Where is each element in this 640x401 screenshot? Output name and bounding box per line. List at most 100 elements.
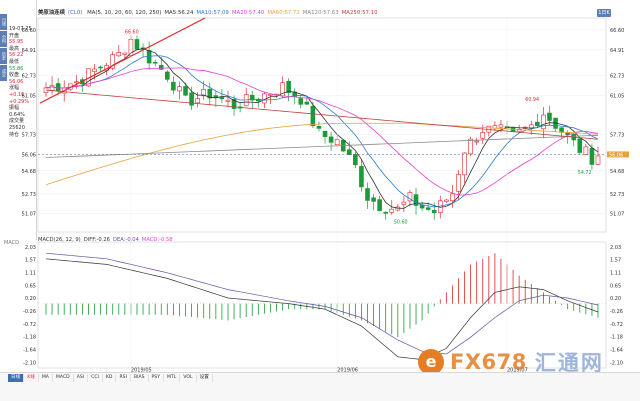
candle-body [583,146,589,156]
macd-tick-label-left: -0.26 [23,309,36,315]
chart-header: 美原油连续 (CL0) MA(5, 10, 20, 60, 120, 250) MA… [38,8,384,16]
candle-body [268,94,273,96]
macd-panel-frame [37,241,607,369]
macd-value: MACD:-0.58 [141,237,173,243]
info-label: 最高 [9,45,20,52]
ma60-line [45,122,599,186]
candle-body [480,132,486,139]
price-tick-label: 57.73 [610,133,624,139]
info-panel: 日线 分时 历史 成交 19-07-25 开盘 55.95 最高 56.22 最低 55.… [0,0,37,240]
info-row: 振幅 0.64% [9,105,36,118]
period-button[interactable]: 1日K [597,9,611,17]
indicator-tab[interactable]: MACD [53,374,74,382]
current-price-tag: 56.06 [609,152,623,158]
info-value: 0.64% [9,111,25,118]
side-tab-2[interactable]: 分时 [0,31,7,47]
candle-body [425,207,431,210]
macd-tick-label-left: -1.64 [23,348,36,354]
price-tick-label-left: 61.05 [22,93,36,99]
indicator-tab[interactable]: PSY [149,374,165,382]
macd-tick-label: -1.18 [610,335,623,341]
ma250-line [45,89,599,140]
candle-body [474,140,479,143]
macd-tick-label: -2.10 [610,360,623,366]
side-tab-1[interactable]: 日线 [0,14,7,30]
indicator-tab-bar: 日线 K线 MA MACD ASI CCI KD RSI BIAS PSY MTL VOL 设置 [0,372,640,401]
instrument-title: 美原油连续 [38,10,65,16]
candle-body [171,81,176,91]
ma120-line [45,134,599,158]
indicator-tab[interactable]: MA [39,374,53,382]
candle-body [286,80,291,93]
indicator-tab[interactable]: CCI [88,374,103,382]
macd-header: MACD(26, 12, 9) DIFF:-0.26 DEA:-0.04 MACD:-… [38,237,179,243]
indicator-tab[interactable]: ASI [74,374,89,382]
macd-tick-label: -1.64 [610,348,623,354]
indicator-tab[interactable]: BIAS [131,374,149,382]
price-panel-frame [37,17,607,233]
ma-value: MA60:57.72 [267,10,300,16]
macd-tick-label-left: 0.65 [25,283,36,289]
indicator-tab[interactable]: 日线 [8,374,25,382]
candle-body [401,201,407,205]
price-tick-label-left: 64.91 [22,48,36,54]
side-tabs: 日线 分时 历史 成交 [0,14,7,82]
candle-body [74,81,79,84]
candle-body [431,209,437,214]
indicator-tab[interactable]: VOL [180,374,197,382]
candle-body [456,174,461,192]
price-tick-label: 54.68 [610,169,624,175]
info-value: +0.29% [9,98,30,105]
price-tick-label: 52.73 [610,192,624,198]
info-label: 涨幅 [9,85,20,92]
indicator-tab[interactable]: K线 [24,374,39,382]
ma20-line [45,67,599,196]
candle-body [177,86,182,92]
ma-value: MA250:57.10 [341,10,378,16]
side-tab-4[interactable]: 成交 [0,65,7,81]
low-right-annotation: 54.72 [578,170,592,176]
price-tick-label-left: 51.07 [22,211,36,217]
candle-body [595,155,601,165]
candle-body [195,98,200,104]
macd-diff-line [45,258,599,360]
indicator-tab[interactable]: KD [103,374,117,382]
candle-body [310,105,316,127]
info-value: 55.86 [9,65,24,72]
price-tick-label: 51.07 [610,211,624,217]
info-date: 19-07-25 [9,26,32,32]
price-tick-label: 61.05 [610,93,624,99]
indicator-tab[interactable]: 设置 [197,374,213,382]
candle-body [535,121,540,127]
indicator-tab[interactable]: RSI [116,374,131,382]
macd-tick-label: 1.57 [610,258,621,264]
candle-body [328,136,334,143]
indicator-tab[interactable]: MTL [164,374,181,382]
info-row: 持仓 [9,132,36,139]
ma-value: MA20:57.40 [231,10,265,16]
info-row: 收盘 56.06 [9,72,36,85]
info-row: 最高 56.22 [9,46,36,59]
macd-tick-label: 0.20 [610,296,621,302]
price-tick-label-left: 56.06 [22,152,36,158]
info-label: 振幅 [9,105,20,112]
macd-tick-label-left: 0.20 [25,296,36,302]
macd-tick-label-left: 2.03 [25,245,36,251]
candle-body [207,88,213,99]
candle-body [377,199,382,211]
info-row: +0.29% [9,99,36,106]
candle-body [322,130,328,137]
candle-body [298,98,304,105]
price-tick-label-left: 62.73 [22,74,36,80]
candle-body [304,101,310,105]
info-value: 25620 [9,124,25,131]
candle-body [316,126,322,129]
info-row: 成交量 25620 [9,118,36,131]
candle-body [116,52,122,57]
candle-body [219,96,225,100]
price-tick-label: 66.60 [610,28,624,34]
side-tab-3[interactable]: 历史 [0,48,7,64]
date-label: 2019/05 [131,368,152,374]
candle-body [98,66,103,69]
